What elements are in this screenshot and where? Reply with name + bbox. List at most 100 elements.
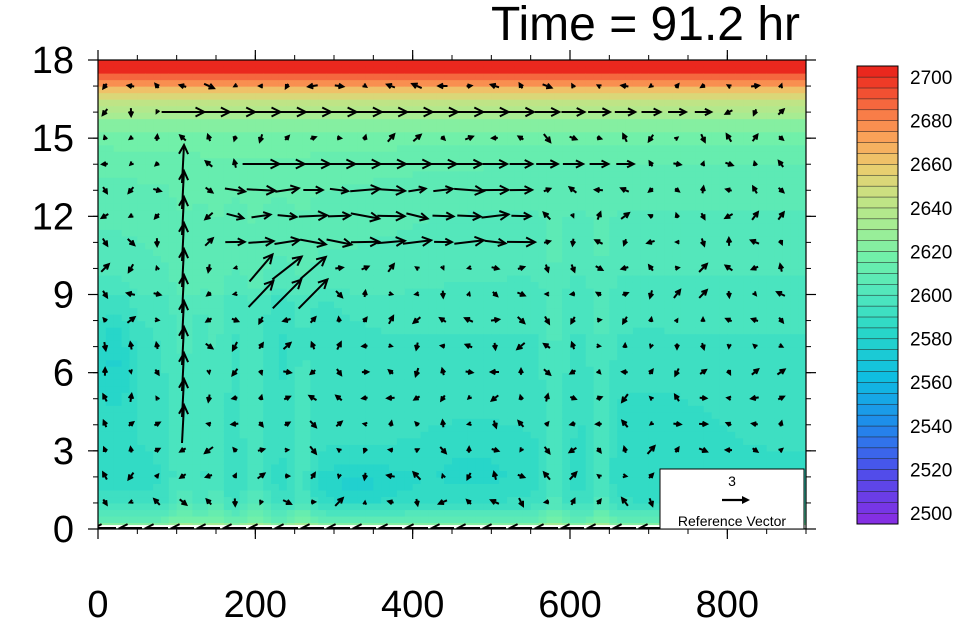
field-cell <box>562 450 571 458</box>
field-cell <box>192 274 201 283</box>
field-cell <box>247 437 256 445</box>
field-cell <box>428 294 437 302</box>
field-cell <box>231 131 241 139</box>
field-cell <box>593 411 603 419</box>
field-cell <box>208 125 217 133</box>
field-cell <box>145 320 154 328</box>
field-cell <box>357 235 367 243</box>
field-cell <box>609 66 618 74</box>
field-cell <box>452 274 461 283</box>
field-cell <box>341 346 351 354</box>
field-cell <box>271 66 280 74</box>
field-cell <box>310 164 319 172</box>
field-cell <box>412 164 422 172</box>
field-cell <box>412 242 422 250</box>
field-cell <box>625 476 634 484</box>
field-cell <box>452 509 461 517</box>
field-cell <box>302 340 311 348</box>
field-cell <box>593 216 603 224</box>
field-cell <box>278 235 288 243</box>
field-cell <box>216 301 225 309</box>
field-cell <box>223 353 233 361</box>
field-cell <box>601 235 610 243</box>
field-cell <box>200 73 209 81</box>
field-cell <box>255 92 264 100</box>
field-cell <box>247 235 256 243</box>
field-cell <box>444 405 453 413</box>
field-cell <box>255 294 264 302</box>
field-cell <box>121 411 131 419</box>
field-cell <box>271 60 280 68</box>
field-cell <box>412 405 422 413</box>
field-cell <box>609 294 618 302</box>
field-cell <box>223 144 233 152</box>
field-cell <box>239 424 249 432</box>
field-cell <box>396 118 406 126</box>
field-cell <box>349 340 359 348</box>
field-cell <box>507 287 516 296</box>
field-cell <box>278 509 288 517</box>
field-cell <box>467 359 477 367</box>
field-cell <box>404 242 414 250</box>
field-cell <box>412 411 422 419</box>
field-cell <box>404 307 414 315</box>
field-cell <box>318 405 327 413</box>
field-cell <box>389 346 398 354</box>
field-cell <box>452 307 461 315</box>
field-cell <box>522 424 532 432</box>
field-cell <box>286 353 296 361</box>
field-cell <box>491 294 500 302</box>
field-cell <box>420 437 429 445</box>
field-cell <box>522 307 532 315</box>
field-cell <box>546 476 555 484</box>
field-cell <box>176 515 186 524</box>
field-cell <box>310 353 319 361</box>
field-cell <box>499 359 508 367</box>
field-cell <box>271 125 280 133</box>
field-cell <box>334 353 343 361</box>
field-cell <box>554 216 563 224</box>
field-cell <box>467 222 477 230</box>
field-cell <box>223 450 233 458</box>
field-cell <box>389 398 398 406</box>
field-cell <box>530 301 540 309</box>
field-cell <box>286 294 296 302</box>
field-cell <box>570 372 579 380</box>
field-cell <box>357 164 367 172</box>
field-cell <box>530 235 540 243</box>
field-cell <box>98 138 107 146</box>
field-cell <box>231 476 241 484</box>
field-cell <box>223 242 233 250</box>
field-cell <box>538 73 547 81</box>
field-cell <box>625 509 634 517</box>
field-cell <box>365 372 374 380</box>
field-cell <box>475 203 485 211</box>
field-cell <box>491 372 500 380</box>
field-cell <box>428 340 437 348</box>
field-cell <box>168 483 178 491</box>
field-cell <box>522 379 532 387</box>
field-cell <box>247 144 256 152</box>
field-cell <box>184 105 193 113</box>
field-cell <box>507 450 516 458</box>
field-cell <box>522 92 532 100</box>
field-cell <box>396 483 406 491</box>
field-cell <box>577 418 587 426</box>
field-cell <box>499 398 508 406</box>
field-cell <box>98 79 107 87</box>
field-cell <box>247 314 256 322</box>
field-cell <box>436 457 445 465</box>
field-cell <box>373 190 382 198</box>
field-cell <box>263 502 272 511</box>
field-cell <box>192 73 201 81</box>
field-cell <box>585 196 595 204</box>
field-cell <box>499 261 508 270</box>
field-cell <box>577 366 587 374</box>
field-cell <box>428 301 437 309</box>
field-cell <box>467 450 477 458</box>
field-cell <box>137 164 146 172</box>
field-cell <box>428 353 437 361</box>
field-cell <box>105 125 115 133</box>
field-cell <box>570 86 579 94</box>
field-cell <box>192 261 201 270</box>
